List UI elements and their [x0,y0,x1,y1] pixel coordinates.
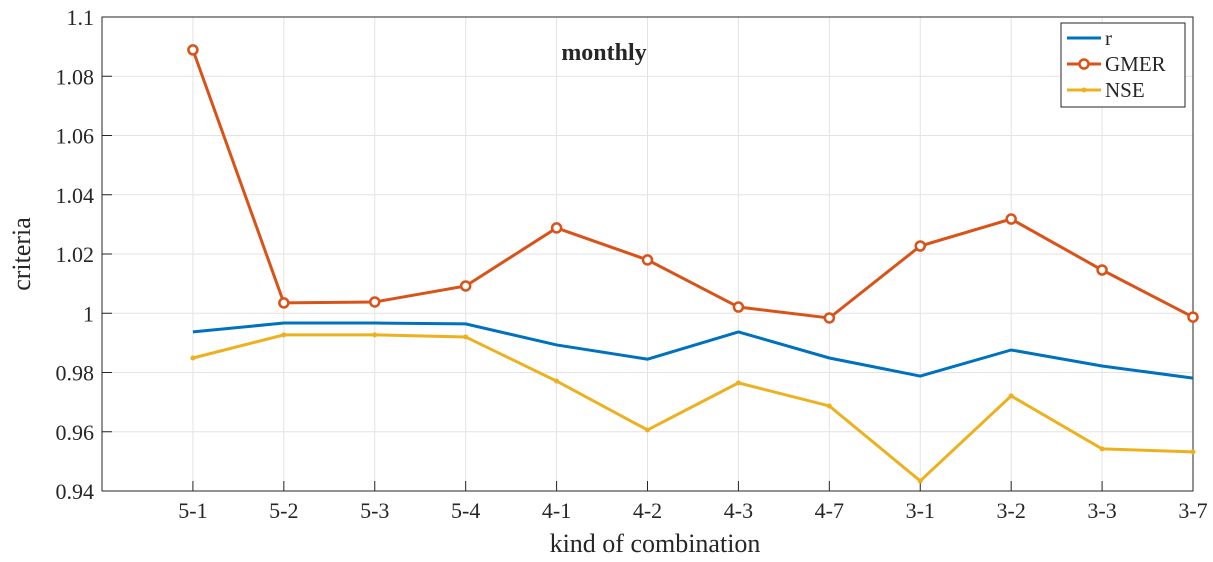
point [641,254,654,266]
x-tick-label: 5-3 [360,498,389,523]
legend-marker [1078,58,1090,70]
x-tick-label: 4-7 [815,498,844,523]
point [1099,446,1105,452]
x-tick-label: 5-2 [269,498,298,523]
y-tick-label: 0.98 [56,361,95,386]
y-tick-label: 1.1 [67,5,95,30]
y-tick-label: 1.04 [56,183,95,208]
chart-title: monthly [561,40,646,66]
y-tick-label: 1 [83,301,94,326]
point [554,378,560,384]
point [278,297,290,309]
y-tick-label: 0.94 [56,479,95,504]
y-tick-label: 1.08 [56,64,95,89]
point [1096,264,1108,276]
point [1005,213,1017,225]
y-tick-label: 1.02 [56,242,95,267]
x-tick-label: 3-1 [906,498,935,523]
x-tick-label: 3-3 [1087,498,1116,523]
point [190,355,196,361]
x-tick-label: 4-3 [724,498,753,523]
series-line [192,321,1194,380]
point [826,403,832,409]
y-tick-label: 0.96 [56,420,95,445]
point [917,478,923,484]
point [914,240,926,252]
point [732,301,745,313]
point [1190,449,1196,455]
plot-frame [101,16,1194,492]
x-tick-label: 5-4 [451,498,480,523]
series-line [191,49,1194,320]
legend-label: GMER [1105,52,1166,76]
x-tick-label: 3-2 [997,498,1026,523]
x-tick-label: 4-1 [542,498,571,523]
point [372,332,378,338]
point [1008,393,1014,399]
x-tick-label: 5-1 [178,498,207,523]
y-tick-label: 1.06 [56,124,95,149]
legend-label: NSE [1105,78,1145,102]
legend-label: r [1105,26,1112,50]
legend-marker [1081,87,1087,93]
point [735,380,741,386]
point [281,332,287,338]
series-line [192,333,1194,483]
point [550,222,563,234]
x-tick-label: 3-7 [1178,498,1207,523]
point [459,280,472,292]
point [369,296,381,308]
point [187,44,199,56]
y-axis-label: criteria [7,217,36,291]
x-tick-label: 4-2 [633,498,662,523]
point [823,312,836,324]
point [645,427,650,433]
point [463,334,469,340]
x-axis-label: kind of combination [550,529,761,557]
point [1187,311,1199,323]
